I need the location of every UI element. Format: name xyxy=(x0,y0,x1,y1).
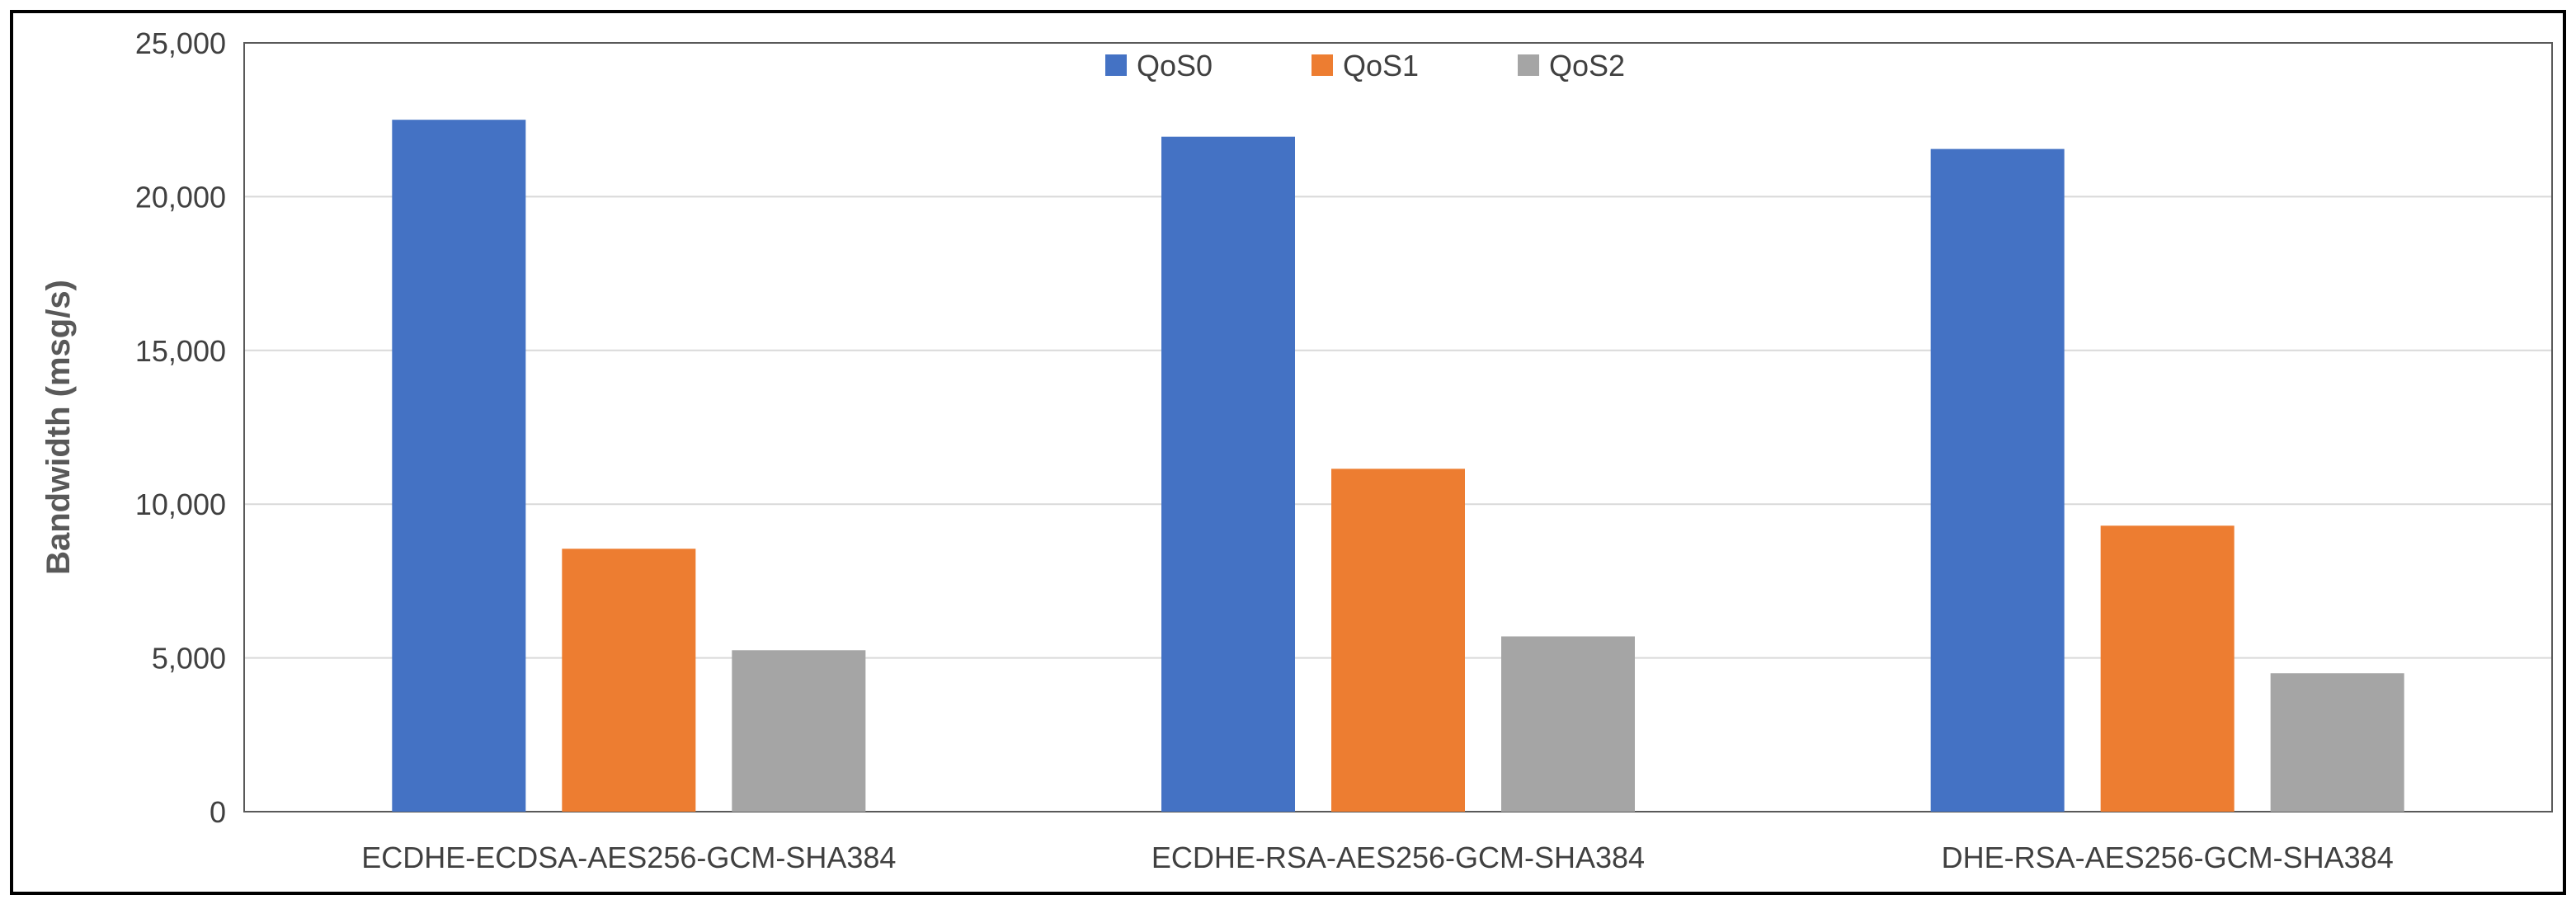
bar-qos1 xyxy=(562,549,696,812)
x-tick-label: ECDHE-ECDSA-AES256-GCM-SHA384 xyxy=(361,841,896,874)
bar-qos2 xyxy=(732,650,866,812)
y-tick-label: 15,000 xyxy=(135,334,226,368)
bar-qos0 xyxy=(392,120,526,812)
bar-qos2 xyxy=(2270,673,2404,812)
y-tick-label: 10,000 xyxy=(135,487,226,521)
legend: QoS0 QoS1 QoS2 xyxy=(1105,49,1625,82)
bar-qos1 xyxy=(1331,469,1465,812)
legend-label-qos0: QoS0 xyxy=(1137,49,1213,82)
y-tick-label: 0 xyxy=(210,795,226,829)
legend-swatch-qos0 xyxy=(1105,54,1127,76)
legend-label-qos1: QoS1 xyxy=(1343,49,1419,82)
x-tick-label: ECDHE-RSA-AES256-GCM-SHA384 xyxy=(1151,841,1645,874)
legend-swatch-qos1 xyxy=(1312,54,1333,76)
bars xyxy=(392,120,2404,812)
bar-qos0 xyxy=(1930,148,2065,812)
y-tick-label: 20,000 xyxy=(135,180,226,214)
axes: 0 5,000 10,000 15,000 20,000 25,000 ECDHE-ECDS… xyxy=(135,26,2394,874)
x-tick-label: DHE-RSA-AES256-GCM-SHA384 xyxy=(1942,841,2394,874)
bar-qos0 xyxy=(1161,136,1295,812)
legend-label-qos2: QoS2 xyxy=(1549,49,1625,82)
legend-swatch-qos2 xyxy=(1518,54,1539,76)
y-tick-label: 25,000 xyxy=(135,26,226,60)
y-tick-label: 5,000 xyxy=(152,642,226,676)
y-axis-title: Bandwidth (msg/s) xyxy=(40,280,77,575)
bar-qos1 xyxy=(2100,525,2235,812)
bar-qos2 xyxy=(1501,636,1635,812)
